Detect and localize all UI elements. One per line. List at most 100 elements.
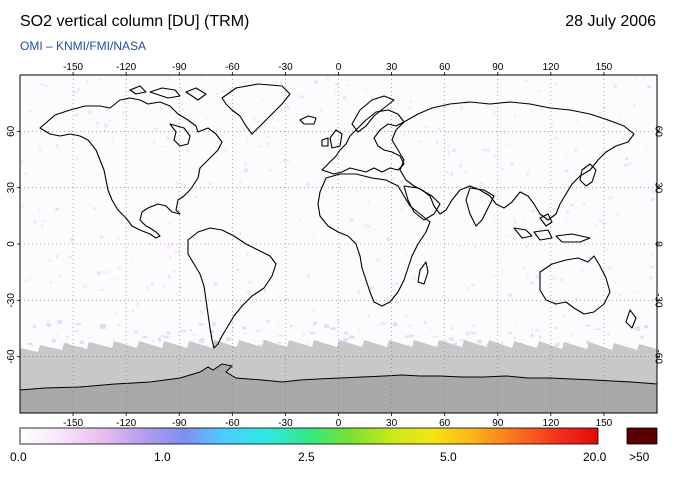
so2-noise-pixel — [166, 299, 168, 301]
so2-noise-pixel — [79, 111, 81, 115]
so2-noise-pixel — [251, 241, 253, 243]
so2-noise-pixel — [300, 95, 305, 99]
so2-noise-pixel — [520, 190, 524, 195]
so2-noise-pixel — [472, 325, 475, 327]
so2-noise-pixel — [402, 82, 406, 84]
so2-noise-pixel — [247, 290, 251, 294]
so2-noise-pixel — [104, 123, 108, 128]
so2-noise-pixel — [528, 152, 530, 154]
coastline-india — [465, 187, 495, 227]
so2-noise-pixel — [403, 132, 406, 136]
coastline-canadian-archipelago — [129, 85, 207, 101]
so2-noise-pixel — [166, 77, 170, 79]
so2-noise-pixel — [539, 226, 541, 230]
so2-noise-pixel — [513, 336, 517, 339]
so2-noise-pixel — [470, 78, 473, 80]
so2-noise-pixel — [239, 231, 242, 236]
so2-noise-pixel — [347, 191, 351, 193]
so2-noise-pixel — [49, 280, 52, 282]
so2-noise-pixel — [409, 100, 413, 103]
so2-noise-pixel — [147, 217, 150, 219]
so2-noise-pixel — [534, 330, 539, 332]
lon-tick-label: 90 — [492, 62, 504, 73]
so2-noise-pixel — [46, 323, 51, 327]
coastline-australia — [539, 255, 611, 315]
lat-tick-label: 0 — [6, 241, 17, 247]
so2-noise-pixel — [343, 299, 346, 304]
so2-noise-pixel — [409, 107, 411, 110]
coastline-madagascar — [417, 261, 429, 285]
so2-noise-pixel — [391, 178, 395, 180]
so2-noise-pixel — [112, 337, 114, 342]
so2-noise-pixel — [540, 105, 543, 107]
so2-noise-pixel — [166, 331, 170, 335]
so2-noise-pixel — [362, 223, 366, 226]
lat-tick-label: -60 — [6, 349, 17, 364]
so2-noise-pixel — [166, 136, 169, 140]
so2-noise-pixel — [439, 95, 441, 98]
so2-noise-pixel — [582, 269, 584, 272]
so2-noise-pixel — [27, 342, 32, 346]
so2-noise-pixel — [29, 110, 32, 113]
so2-noise-pixel — [188, 125, 192, 127]
so2-noise-pixel — [179, 183, 183, 186]
longitude-ticks-bottom: -150 -120 -90 -60 -30 0 30 60 90 120 150 — [63, 413, 613, 429]
so2-noise-pixel — [510, 271, 513, 273]
so2-noise-pixel — [243, 127, 246, 131]
coastline-indonesia — [513, 213, 591, 243]
so2-noise-pixel — [500, 340, 504, 345]
so2-noise-pixel — [203, 305, 208, 309]
so2-noise-pixel — [112, 131, 115, 134]
so2-noise-pixel — [131, 309, 134, 313]
so2-noise-pixel — [507, 144, 511, 147]
so2-noise-pixel — [553, 96, 555, 99]
so2-noise-pixel — [493, 217, 496, 221]
so2-noise-pixel — [493, 110, 496, 114]
so2-noise-pixel — [68, 256, 73, 259]
so2-noise-pixel — [567, 292, 569, 294]
lon-tick-label: 120 — [542, 418, 559, 429]
so2-noise-pixel — [204, 242, 208, 245]
so2-noise-pixel — [554, 342, 560, 347]
so2-noise-pixel — [181, 101, 183, 106]
lat-tick-label: -60 — [653, 349, 664, 364]
so2-noise-pixel — [178, 250, 181, 255]
so2-noise-pixel — [105, 270, 109, 275]
colorbar-label-0: 0.0 — [10, 450, 27, 464]
so2-noise-pixel — [159, 335, 165, 337]
so2-noise-pixel — [525, 79, 529, 82]
so2-noise-pixel — [419, 141, 423, 143]
so2-noise-pixel — [340, 333, 343, 336]
so2-noise-pixel — [386, 237, 390, 242]
latitude-ticks-right: 60 30 0 -30 -60 — [653, 126, 664, 365]
so2-noise-pixel — [584, 187, 587, 191]
so2-noise-pixel — [55, 207, 59, 211]
so2-noise-pixel — [508, 235, 511, 237]
so2-noise-pixel — [451, 325, 453, 330]
so2-noise-pixel — [260, 115, 263, 117]
so2-noise-pixel — [189, 329, 193, 331]
so2-noise-pixel — [55, 334, 58, 336]
so2-noise-pixel — [437, 127, 441, 131]
so2-noise-pixel — [211, 334, 214, 339]
so2-noise-pixel — [56, 144, 59, 147]
so2-noise-pixel — [548, 210, 551, 214]
so2-noise-pixel — [503, 251, 505, 253]
lon-tick-label: -30 — [278, 418, 293, 429]
so2-noise-pixel — [243, 332, 248, 334]
so2-noise-pixel — [313, 321, 317, 325]
so2-noise-pixel — [77, 87, 80, 91]
so2-noise-pixel — [647, 188, 651, 190]
lon-tick-label: 90 — [492, 418, 504, 429]
so2-noise-pixel — [211, 322, 217, 326]
so2-noise-pixel — [131, 212, 133, 214]
so2-noise-pixel — [211, 206, 214, 209]
so2-noise-pixel — [74, 330, 80, 332]
so2-noise-pixel — [38, 209, 41, 212]
so2-noise-pixel — [349, 218, 354, 222]
so2-noise-pixel — [485, 104, 489, 108]
so2-noise-pixel — [44, 84, 48, 88]
so2-noise-pixel — [463, 169, 467, 173]
so2-noise-pixel — [554, 136, 558, 140]
so2-noise-pixel — [332, 226, 334, 229]
